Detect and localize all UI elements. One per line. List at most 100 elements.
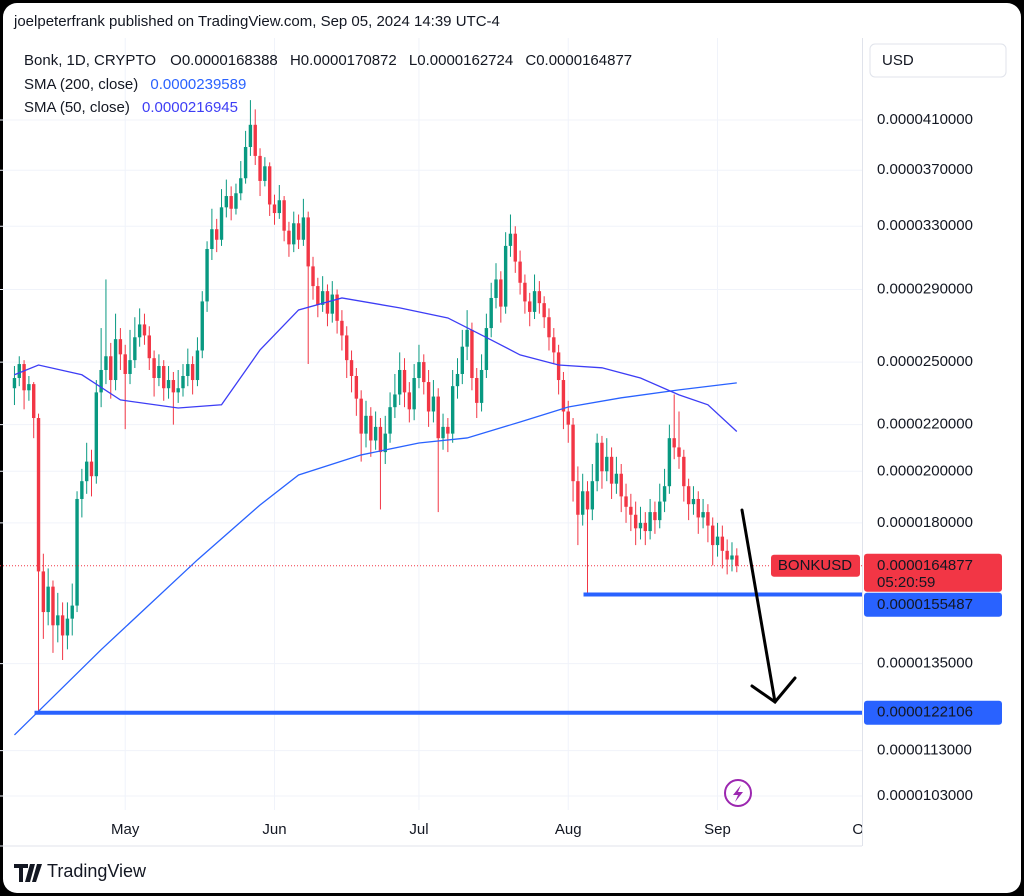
arrow-shaft bbox=[740, 508, 777, 704]
candle-body bbox=[508, 233, 513, 246]
candle-body bbox=[542, 303, 546, 318]
candle-body bbox=[84, 461, 89, 482]
candle-body bbox=[320, 291, 325, 305]
candle-body bbox=[349, 360, 354, 376]
sma-line bbox=[14, 297, 738, 432]
candle-body bbox=[219, 207, 224, 240]
candle-body bbox=[162, 366, 166, 389]
candle-body bbox=[104, 356, 108, 370]
candle-body bbox=[475, 378, 479, 403]
candle-body bbox=[658, 501, 662, 521]
candle-body bbox=[701, 512, 705, 518]
events-icon[interactable] bbox=[724, 779, 752, 807]
candle-body bbox=[99, 369, 103, 393]
candle-body bbox=[580, 491, 585, 515]
candle-body bbox=[629, 506, 633, 515]
candle-body bbox=[643, 522, 647, 532]
currency-button[interactable] bbox=[869, 43, 1007, 78]
arrow-head bbox=[750, 676, 797, 705]
candle-body bbox=[672, 438, 676, 448]
candle-body bbox=[373, 426, 378, 441]
candle-body bbox=[446, 426, 450, 434]
candle-body bbox=[137, 324, 142, 338]
y-tick-label: 0.0000113000 bbox=[877, 742, 972, 759]
candle-body bbox=[393, 394, 397, 408]
candle-body bbox=[720, 536, 725, 551]
candle-body bbox=[686, 486, 691, 505]
candle-body bbox=[609, 456, 614, 484]
brand: TradingView bbox=[47, 861, 147, 881]
candle-body bbox=[662, 486, 667, 502]
legend-main: Bonk, 1D, CRYPTO O0.0000168388 H0.000017… bbox=[24, 52, 632, 69]
countdown: 05:20:59 bbox=[877, 574, 935, 591]
candle-body bbox=[470, 329, 474, 379]
currency[interactable]: USD bbox=[882, 52, 914, 69]
y-tick-label: 0.0000180000 bbox=[877, 514, 973, 531]
candle-body bbox=[152, 358, 156, 379]
candle-body bbox=[75, 498, 79, 606]
candle-body bbox=[258, 155, 262, 181]
candle-body bbox=[128, 360, 132, 374]
ohlc-label: L bbox=[409, 52, 417, 69]
candle-body bbox=[60, 615, 65, 636]
candle-body bbox=[330, 294, 334, 314]
candle-body bbox=[56, 615, 60, 626]
candle-body bbox=[499, 279, 503, 307]
candle-body bbox=[735, 555, 739, 566]
candle-body bbox=[123, 354, 127, 374]
candle-body bbox=[200, 301, 204, 351]
candle-body bbox=[706, 512, 710, 526]
candle-body bbox=[176, 388, 180, 393]
candle-body bbox=[118, 339, 123, 355]
candle-body bbox=[263, 166, 267, 181]
symbol-tag bbox=[771, 554, 860, 577]
candle-body bbox=[345, 335, 349, 361]
candle-body bbox=[340, 320, 344, 336]
candle-body bbox=[181, 375, 185, 389]
candle-body bbox=[691, 498, 696, 505]
candle-body bbox=[36, 418, 41, 572]
ohlc-value: 0.0000168388 bbox=[182, 52, 278, 69]
y-tick-label: 0.0000220000 bbox=[877, 416, 973, 433]
candle-body bbox=[489, 297, 493, 329]
overlay: joelpeterfrank published on TradingView.… bbox=[13, 13, 1007, 882]
candle-body bbox=[528, 301, 532, 312]
legend-sma: SMA (50, close) 0.0000216945 bbox=[24, 99, 238, 116]
ohlc-value: 0.0000170872 bbox=[301, 52, 397, 69]
candle-body bbox=[494, 279, 498, 298]
candle-body bbox=[450, 386, 455, 434]
candle-body bbox=[422, 362, 426, 383]
candle-body bbox=[292, 223, 296, 245]
candle-body bbox=[354, 375, 359, 399]
candle-body bbox=[147, 335, 151, 359]
candle-body bbox=[277, 200, 282, 214]
candle-body bbox=[190, 364, 195, 381]
candle-body bbox=[412, 378, 416, 410]
candle-body bbox=[648, 512, 652, 532]
candle-body bbox=[70, 605, 74, 619]
candle-body bbox=[677, 447, 681, 457]
brand-logo bbox=[14, 864, 42, 882]
candle-body bbox=[503, 245, 508, 307]
panel bbox=[3, 3, 1021, 893]
candle-body bbox=[624, 496, 628, 507]
y-tick-label: 0.0000290000 bbox=[877, 280, 973, 297]
line-price-tag-text: 0.0000122106 bbox=[877, 704, 973, 721]
candle-body bbox=[205, 248, 209, 302]
candle-body bbox=[426, 382, 431, 412]
sma-name: SMA (200, close) bbox=[24, 76, 138, 93]
candle-body bbox=[571, 424, 575, 482]
price-axis bbox=[862, 38, 1017, 846]
candle-body bbox=[46, 586, 50, 613]
price-tag-text: 0.0000164877 bbox=[877, 557, 973, 574]
candle-body bbox=[229, 196, 233, 209]
candle-body bbox=[455, 373, 460, 387]
candle-body bbox=[239, 178, 243, 194]
candle-body bbox=[595, 442, 599, 482]
candle-body bbox=[402, 369, 407, 393]
candle-body bbox=[417, 362, 421, 379]
candle-body bbox=[397, 369, 402, 395]
candle-body bbox=[576, 481, 580, 515]
line-price-tag-text: 0.0000155487 bbox=[877, 596, 973, 613]
